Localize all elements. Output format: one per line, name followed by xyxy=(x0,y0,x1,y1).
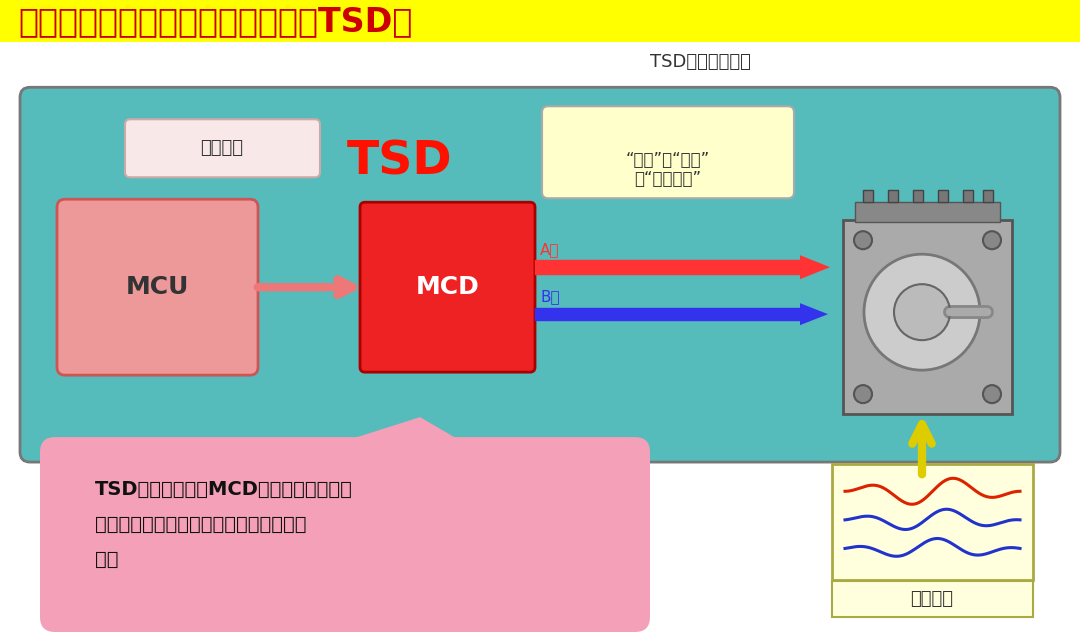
Text: 电机电流: 电机电流 xyxy=(910,590,954,608)
Polygon shape xyxy=(800,303,828,325)
Polygon shape xyxy=(800,255,831,279)
Text: A相: A相 xyxy=(540,241,559,257)
Text: TSD: TSD xyxy=(347,140,453,185)
FancyBboxPatch shape xyxy=(832,464,1032,580)
Circle shape xyxy=(854,231,872,249)
Bar xyxy=(855,202,1000,222)
Bar xyxy=(913,190,923,202)
Bar xyxy=(0,1,1080,42)
Text: “方向”、“大小”: “方向”、“大小” xyxy=(626,151,711,169)
Circle shape xyxy=(983,231,1001,249)
Text: 操作信号: 操作信号 xyxy=(201,139,243,157)
Text: MCU: MCU xyxy=(125,275,189,299)
Polygon shape xyxy=(310,417,480,452)
FancyBboxPatch shape xyxy=(542,106,794,198)
Text: TSD的功能在于当MCD芯片温度超过规定: TSD的功能在于当MCD芯片温度超过规定 xyxy=(95,480,353,499)
Bar xyxy=(939,190,948,202)
Text: 用于安全驱动电机的热关断功能（TSD）: 用于安全驱动电机的热关断功能（TSD） xyxy=(18,5,413,38)
FancyBboxPatch shape xyxy=(21,87,1059,462)
FancyBboxPatch shape xyxy=(832,581,1032,617)
Circle shape xyxy=(864,254,980,370)
Text: MCD: MCD xyxy=(416,275,480,299)
Text: 降。: 降。 xyxy=(95,550,119,569)
FancyBboxPatch shape xyxy=(125,119,320,177)
Circle shape xyxy=(894,284,950,340)
FancyBboxPatch shape xyxy=(843,220,1012,414)
FancyBboxPatch shape xyxy=(57,199,258,375)
FancyBboxPatch shape xyxy=(40,437,650,632)
Bar xyxy=(863,190,873,202)
Circle shape xyxy=(983,385,1001,403)
Bar xyxy=(888,190,897,202)
Text: TSD电路：热关断: TSD电路：热关断 xyxy=(650,53,751,71)
Text: B相: B相 xyxy=(540,289,559,303)
Bar xyxy=(963,190,973,202)
FancyBboxPatch shape xyxy=(360,202,535,372)
Circle shape xyxy=(854,385,872,403)
Text: 值时关闭输出，并保持该状态直至温度下: 值时关闭输出，并保持该状态直至温度下 xyxy=(95,514,307,533)
Text: 和“电流合成”: 和“电流合成” xyxy=(634,170,702,188)
Bar xyxy=(983,190,993,202)
